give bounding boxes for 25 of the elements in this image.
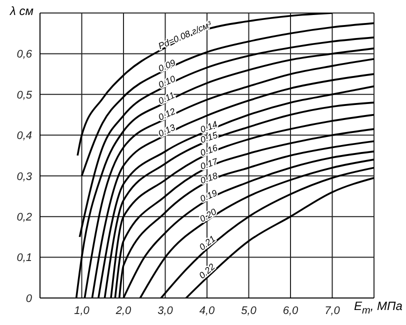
x-tick-label: 1,0 [74,304,90,317]
x-tick-label: 5,0 [241,304,258,317]
y-tick-label: 0,1 [16,252,32,264]
text: 0.10 [156,74,177,90]
x-tick-label: 6,0 [282,304,300,317]
x-axis-title: E$_{т}$, МПа [354,299,402,316]
x-tick-label: 7,0 [324,304,341,317]
text: 0.11 [156,90,176,106]
y-tick-label: 0,3 [16,170,33,183]
line-series [76,13,334,156]
text: 0.19 [198,188,219,204]
text: 0.09 [156,58,177,74]
x-tick-label: 3,0 [158,304,174,317]
y-tick-label: 0 [26,292,33,305]
y-tick-label: 0,5 [16,89,33,102]
y-tick-label: 0,6 [16,48,33,61]
y-axis-title: λ см [10,4,34,18]
text: 0.20 [198,206,218,224]
x-tick-label: 4,0 [199,304,216,317]
x-tick-label: 2,0 [114,304,132,317]
text: 0.13 [156,122,177,139]
y-tick-label: 0,4 [16,130,32,142]
text: 0.22 [197,262,217,281]
y-tick-label: 0,2 [16,211,32,224]
text: 0.21 [197,234,218,252]
